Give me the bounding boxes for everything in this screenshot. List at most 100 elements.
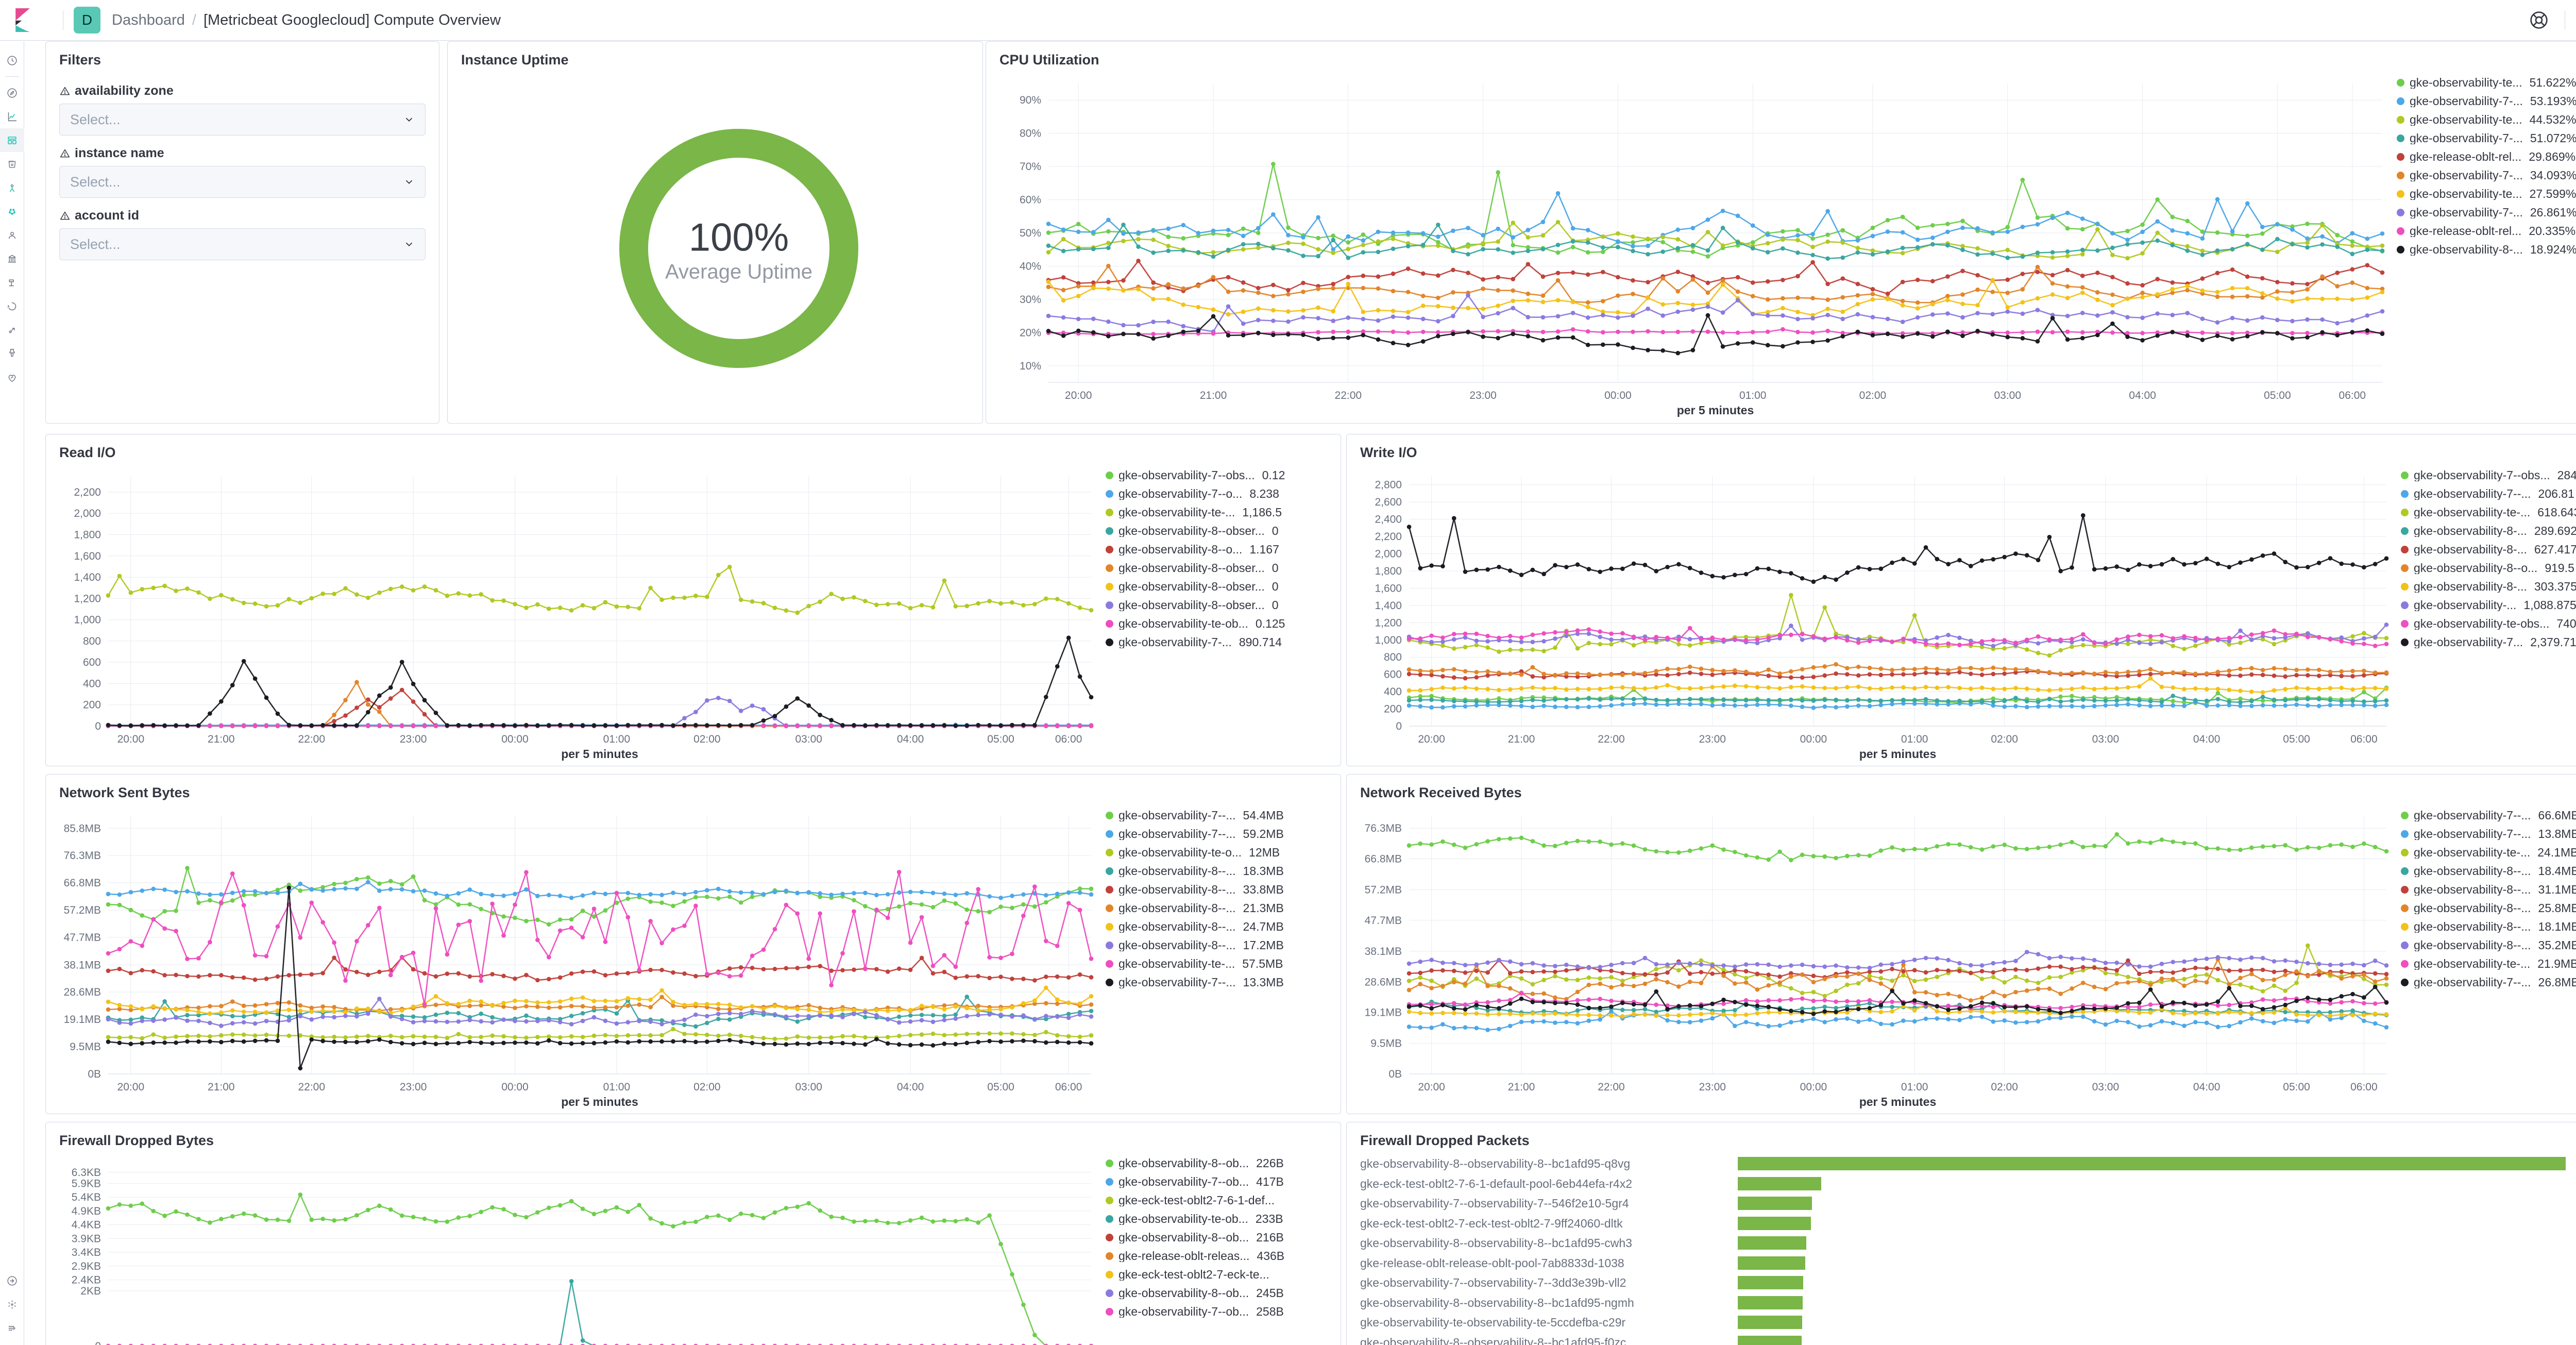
svg-text:60%: 60% — [1020, 194, 1041, 206]
svg-text:57.2MB: 57.2MB — [1365, 884, 1402, 896]
svg-text:0: 0 — [95, 1340, 101, 1345]
svg-text:22:00: 22:00 — [298, 1081, 325, 1093]
svg-text:per 5 minutes: per 5 minutes — [1859, 1095, 1937, 1108]
svg-text:per 5 minutes: per 5 minutes — [1859, 747, 1937, 761]
svg-text:20%: 20% — [1020, 327, 1041, 339]
svg-text:22:00: 22:00 — [1598, 1081, 1625, 1093]
svg-text:76.3MB: 76.3MB — [64, 850, 101, 862]
svg-text:05:00: 05:00 — [2264, 390, 2291, 401]
svg-text:23:00: 23:00 — [1469, 390, 1497, 401]
svg-text:200: 200 — [83, 699, 101, 711]
svg-text:20:00: 20:00 — [1065, 390, 1092, 401]
svg-text:66.8MB: 66.8MB — [1365, 853, 1402, 865]
svg-text:76.3MB: 76.3MB — [1365, 822, 1402, 834]
svg-text:1,800: 1,800 — [1375, 565, 1402, 577]
svg-text:23:00: 23:00 — [400, 1081, 427, 1093]
svg-text:2,000: 2,000 — [74, 508, 101, 519]
svg-text:80%: 80% — [1020, 128, 1041, 140]
svg-text:05:00: 05:00 — [987, 733, 1014, 745]
svg-text:23:00: 23:00 — [1699, 1081, 1726, 1093]
svg-text:02:00: 02:00 — [693, 1081, 721, 1093]
svg-text:04:00: 04:00 — [2193, 1081, 2221, 1093]
svg-text:02:00: 02:00 — [1859, 390, 1887, 401]
svg-text:00:00: 00:00 — [501, 1081, 529, 1093]
svg-text:21:00: 21:00 — [1508, 1081, 1535, 1093]
svg-text:6.3KB: 6.3KB — [72, 1167, 101, 1179]
svg-text:1,800: 1,800 — [74, 529, 101, 541]
svg-text:30%: 30% — [1020, 294, 1041, 306]
svg-text:70%: 70% — [1020, 161, 1041, 173]
svg-text:40%: 40% — [1020, 260, 1041, 272]
svg-text:01:00: 01:00 — [603, 1081, 631, 1093]
svg-text:per 5 minutes: per 5 minutes — [561, 747, 638, 761]
svg-text:0: 0 — [1396, 720, 1402, 732]
svg-text:04:00: 04:00 — [2129, 390, 2156, 401]
svg-text:9.5MB: 9.5MB — [1370, 1038, 1402, 1050]
svg-text:03:00: 03:00 — [2092, 1081, 2120, 1093]
svg-text:0B: 0B — [1388, 1068, 1402, 1080]
svg-text:04:00: 04:00 — [897, 733, 924, 745]
svg-text:19.1MB: 19.1MB — [64, 1014, 101, 1025]
svg-text:2.4KB: 2.4KB — [72, 1274, 101, 1286]
svg-text:400: 400 — [83, 678, 101, 690]
svg-text:06:00: 06:00 — [2350, 1081, 2378, 1093]
svg-text:1,600: 1,600 — [74, 550, 101, 562]
svg-text:02:00: 02:00 — [1991, 733, 2018, 745]
svg-text:3.4KB: 3.4KB — [72, 1247, 101, 1258]
svg-text:600: 600 — [1384, 669, 1402, 681]
svg-text:10%: 10% — [1020, 360, 1041, 372]
svg-text:47.7MB: 47.7MB — [64, 932, 101, 944]
svg-text:200: 200 — [1384, 703, 1402, 715]
svg-text:06:00: 06:00 — [2339, 390, 2366, 401]
svg-text:23:00: 23:00 — [400, 733, 427, 745]
svg-text:4.9KB: 4.9KB — [72, 1205, 101, 1217]
svg-text:2,200: 2,200 — [1375, 531, 1402, 543]
svg-text:9.5MB: 9.5MB — [70, 1041, 101, 1053]
svg-text:01:00: 01:00 — [1901, 733, 1928, 745]
svg-text:1,600: 1,600 — [1375, 582, 1402, 594]
svg-text:1,000: 1,000 — [74, 614, 101, 626]
svg-text:03:00: 03:00 — [795, 1081, 822, 1093]
svg-text:3.9KB: 3.9KB — [72, 1233, 101, 1245]
svg-text:2KB: 2KB — [80, 1285, 101, 1297]
svg-text:22:00: 22:00 — [298, 733, 325, 745]
svg-text:06:00: 06:00 — [1055, 733, 1082, 745]
svg-text:02:00: 02:00 — [1991, 1081, 2018, 1093]
svg-text:800: 800 — [1384, 651, 1402, 663]
svg-text:5.4KB: 5.4KB — [72, 1191, 101, 1203]
svg-text:20:00: 20:00 — [117, 733, 145, 745]
svg-text:04:00: 04:00 — [897, 1081, 924, 1093]
svg-text:1,400: 1,400 — [1375, 600, 1402, 612]
svg-text:2,000: 2,000 — [1375, 548, 1402, 560]
svg-text:22:00: 22:00 — [1598, 733, 1625, 745]
svg-text:85.8MB: 85.8MB — [64, 822, 101, 834]
svg-text:1,400: 1,400 — [74, 571, 101, 583]
svg-text:50%: 50% — [1020, 227, 1041, 239]
svg-text:21:00: 21:00 — [208, 1081, 235, 1093]
svg-text:1,000: 1,000 — [1375, 634, 1402, 646]
svg-text:01:00: 01:00 — [1901, 1081, 1928, 1093]
svg-text:per 5 minutes: per 5 minutes — [1677, 404, 1754, 417]
svg-text:03:00: 03:00 — [795, 733, 822, 745]
svg-text:05:00: 05:00 — [987, 1081, 1014, 1093]
svg-text:2,400: 2,400 — [1375, 514, 1402, 526]
svg-text:05:00: 05:00 — [2283, 733, 2310, 745]
svg-text:04:00: 04:00 — [2193, 733, 2221, 745]
svg-text:2,600: 2,600 — [1375, 496, 1402, 508]
svg-text:22:00: 22:00 — [1335, 390, 1362, 401]
svg-text:0B: 0B — [88, 1068, 101, 1080]
svg-text:03:00: 03:00 — [1994, 390, 2021, 401]
svg-text:600: 600 — [83, 657, 101, 668]
svg-text:21:00: 21:00 — [208, 733, 235, 745]
svg-text:20:00: 20:00 — [1418, 733, 1445, 745]
svg-text:19.1MB: 19.1MB — [1365, 1007, 1402, 1019]
svg-text:4.4KB: 4.4KB — [72, 1219, 101, 1231]
svg-text:00:00: 00:00 — [1800, 733, 1827, 745]
svg-text:21:00: 21:00 — [1200, 390, 1227, 401]
svg-text:00:00: 00:00 — [1800, 1081, 1827, 1093]
svg-text:20:00: 20:00 — [117, 1081, 145, 1093]
svg-text:00:00: 00:00 — [501, 733, 529, 745]
svg-text:0: 0 — [95, 720, 101, 732]
svg-text:01:00: 01:00 — [603, 733, 631, 745]
svg-text:66.8MB: 66.8MB — [64, 877, 101, 889]
